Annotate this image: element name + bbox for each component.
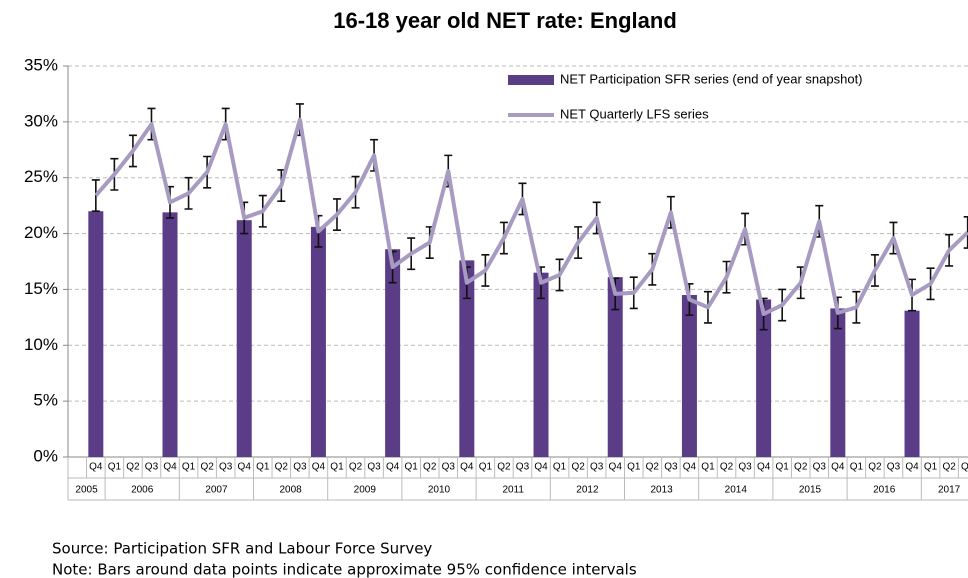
x-tick-label: Q2 xyxy=(200,462,214,473)
legend-label: NET Quarterly LFS series xyxy=(560,106,709,121)
x-tick-label: Q2 xyxy=(497,462,511,473)
x-tick-label: Q1 xyxy=(405,462,419,473)
x-tick-label: Q4 xyxy=(534,462,548,473)
x-tick-label: Q3 xyxy=(813,462,827,473)
bar xyxy=(236,220,252,457)
x-tick-label: Q1 xyxy=(256,462,270,473)
x-tick-label: Q2 xyxy=(646,462,660,473)
year-label: 2005 xyxy=(75,485,98,496)
x-tick-label: Q3 xyxy=(961,462,968,473)
x-tick-label: Q2 xyxy=(126,462,140,473)
bar xyxy=(830,308,846,457)
x-tick-label: Q1 xyxy=(330,462,344,473)
x-tick-label: Q4 xyxy=(89,462,103,473)
year-label: 2016 xyxy=(873,485,896,496)
bar xyxy=(904,310,920,457)
x-tick-label: Q1 xyxy=(627,462,641,473)
year-label: 2012 xyxy=(576,485,599,496)
x-tick-label: Q2 xyxy=(720,462,734,473)
x-tick-label: Q3 xyxy=(145,462,159,473)
bar xyxy=(88,211,104,457)
x-tick-label: Q4 xyxy=(831,462,845,473)
bar xyxy=(385,249,401,457)
x-tick-label: Q3 xyxy=(442,462,456,473)
x-tick-label: Q4 xyxy=(238,462,252,473)
x-tick-label: Q1 xyxy=(701,462,715,473)
x-tick-label: Q2 xyxy=(275,462,289,473)
x-tick-label: Q1 xyxy=(479,462,493,473)
x-tick-label: Q4 xyxy=(386,462,400,473)
x-tick-label: Q3 xyxy=(887,462,901,473)
x-tick-label: Q1 xyxy=(108,462,122,473)
y-tick-label: 20% xyxy=(24,223,58,242)
x-tick-label: Q3 xyxy=(219,462,233,473)
x-tick-label: Q2 xyxy=(794,462,808,473)
bar xyxy=(459,260,475,457)
x-tick-label: Q4 xyxy=(905,462,919,473)
x-tick-label: Q1 xyxy=(553,462,567,473)
year-label: 2008 xyxy=(279,485,302,496)
year-label: 2015 xyxy=(799,485,822,496)
x-tick-label: Q4 xyxy=(683,462,697,473)
line xyxy=(94,117,968,317)
y-tick-label: 25% xyxy=(24,167,58,186)
x-tick-label: Q3 xyxy=(516,462,530,473)
bar xyxy=(162,212,178,457)
y-tick-label: 30% xyxy=(24,111,58,130)
year-label: 2007 xyxy=(205,485,228,496)
x-tick-label: Q4 xyxy=(609,462,623,473)
bar xyxy=(756,299,772,457)
x-tick-label: Q4 xyxy=(312,462,326,473)
x-tick-label: Q1 xyxy=(776,462,790,473)
y-tick-label: 35% xyxy=(24,55,58,74)
year-label: 2009 xyxy=(354,485,377,496)
x-tick-label: Q1 xyxy=(182,462,196,473)
y-tick-label: 15% xyxy=(24,279,58,298)
x-tick-label: Q2 xyxy=(868,462,882,473)
x-tick-label: Q2 xyxy=(571,462,585,473)
year-label: 2006 xyxy=(131,485,154,496)
x-tick-label: Q4 xyxy=(757,462,771,473)
x-tick-label: Q4 xyxy=(460,462,474,473)
year-label: 2013 xyxy=(650,485,673,496)
year-label: 2011 xyxy=(502,485,524,496)
year-label: 2014 xyxy=(725,485,748,496)
x-tick-label: Q3 xyxy=(590,462,604,473)
chart-title: 16-18 year old NET rate: England xyxy=(333,8,677,33)
x-tick-label: Q2 xyxy=(423,462,437,473)
legend-swatch xyxy=(508,75,554,85)
bar xyxy=(681,295,697,457)
x-tick-label: Q3 xyxy=(738,462,752,473)
legend-label: NET Participation SFR series (end of yea… xyxy=(560,71,863,86)
y-tick-label: 0% xyxy=(33,446,58,465)
bar xyxy=(607,277,623,457)
bar xyxy=(310,226,326,457)
x-tick-label: Q1 xyxy=(850,462,864,473)
y-tick-label: 5% xyxy=(33,391,58,410)
x-tick-label: Q3 xyxy=(293,462,307,473)
x-tick-label: Q4 xyxy=(163,462,177,473)
bar xyxy=(533,272,549,457)
x-tick-label: Q2 xyxy=(349,462,363,473)
source-note: Source: Participation SFR and Labour For… xyxy=(52,540,432,558)
year-label: 2010 xyxy=(428,485,451,496)
x-tick-label: Q3 xyxy=(367,462,381,473)
year-label: 2017 xyxy=(938,485,961,496)
x-tick-label: Q3 xyxy=(664,462,678,473)
y-tick-label: 10% xyxy=(24,335,58,354)
footnote: Note: Bars around data points indicate a… xyxy=(52,561,637,578)
error-bar xyxy=(91,179,100,213)
x-tick-label: Q1 xyxy=(924,462,938,473)
x-tick-label: Q2 xyxy=(942,462,956,473)
